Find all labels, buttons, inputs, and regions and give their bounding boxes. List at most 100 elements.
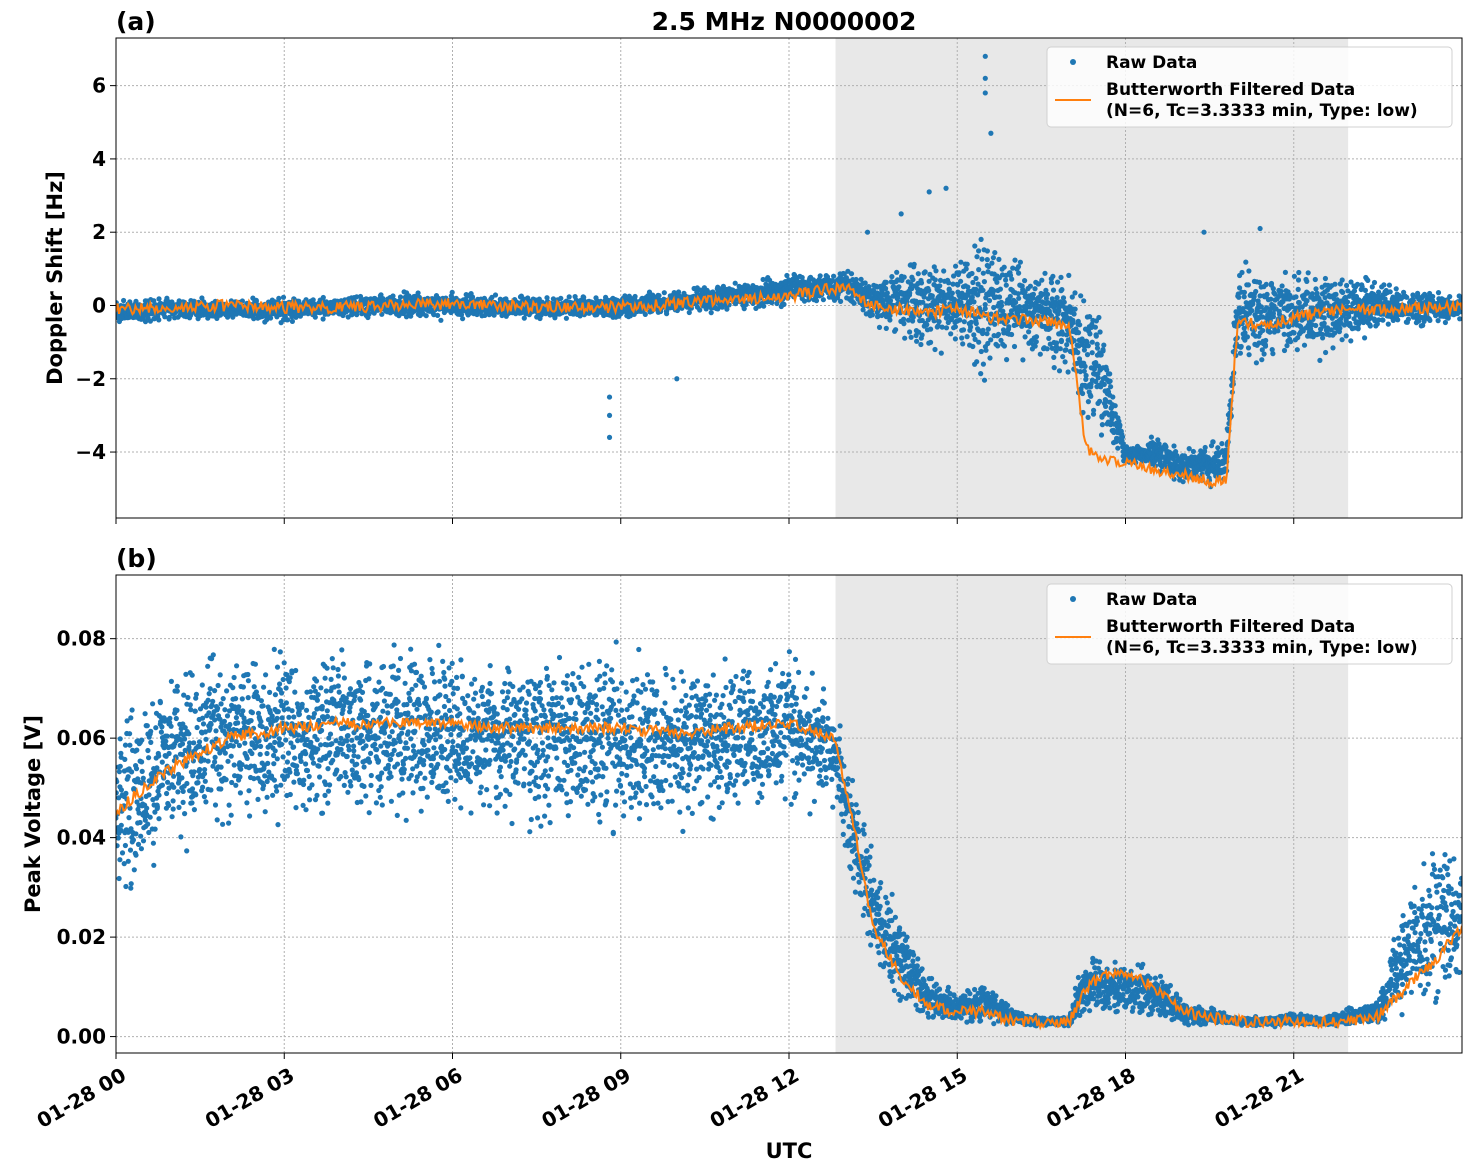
raw-data-point	[978, 371, 984, 377]
raw-data-point	[1101, 342, 1107, 348]
raw-data-point	[1348, 338, 1354, 344]
raw-data-point	[1051, 354, 1057, 360]
raw-data-point	[915, 271, 921, 277]
raw-data-point	[774, 300, 780, 307]
raw-data-point	[1071, 311, 1077, 317]
raw-data-point	[1077, 322, 1083, 328]
raw-data-point	[875, 313, 881, 319]
raw-data-point	[986, 298, 993, 304]
raw-data-point	[1009, 331, 1015, 338]
raw-data-point	[928, 339, 934, 345]
raw-data-point	[1080, 390, 1086, 397]
raw-data-point	[1305, 270, 1311, 276]
raw-data-point	[964, 334, 970, 340]
raw-data-point	[162, 314, 168, 320]
raw-data-point	[990, 255, 997, 261]
raw-data-point	[1312, 276, 1318, 283]
raw-data-point	[1219, 441, 1225, 447]
raw-data-point	[958, 259, 964, 265]
raw-data-point	[1340, 289, 1346, 295]
raw-data-point	[981, 279, 988, 285]
raw-data-point	[1376, 289, 1382, 295]
raw-data-point	[320, 316, 326, 322]
raw-data-point	[661, 290, 667, 296]
raw-data-point	[1039, 277, 1045, 283]
raw-data-point	[1055, 279, 1061, 285]
raw-data-point	[1070, 320, 1076, 326]
raw-data-point	[720, 283, 727, 289]
raw-data-point	[1313, 286, 1319, 292]
raw-data-point	[883, 285, 889, 292]
raw-data-point	[851, 300, 857, 306]
raw-data-point	[968, 319, 974, 325]
raw-data-point	[1097, 398, 1103, 404]
raw-data-point	[1281, 347, 1288, 354]
raw-data-point	[1250, 301, 1256, 307]
raw-data-point	[268, 315, 274, 321]
raw-data-point	[1386, 282, 1392, 288]
raw-data-point	[948, 331, 954, 337]
raw-data-point	[1268, 296, 1274, 302]
raw-data-point	[980, 327, 986, 333]
raw-data-point	[732, 280, 738, 286]
raw-data-point	[960, 341, 966, 347]
raw-data-point	[1088, 384, 1094, 390]
raw-data-point	[976, 248, 982, 254]
raw-data-point	[919, 332, 925, 338]
raw-data-point	[953, 263, 959, 269]
raw-data-point	[862, 280, 868, 286]
raw-data-point	[296, 298, 302, 304]
raw-data-point	[354, 294, 360, 300]
raw-data-point	[1317, 357, 1323, 363]
raw-data-point	[941, 268, 947, 274]
raw-data-point	[686, 309, 692, 316]
raw-data-point	[1246, 352, 1252, 358]
raw-data-point	[1072, 290, 1078, 296]
raw-data-point	[1085, 414, 1091, 420]
raw-data-point	[1276, 308, 1282, 314]
figure-title: 2.5 MHz N0000002	[652, 7, 917, 36]
raw-data-point	[781, 301, 787, 307]
raw-data-point	[1323, 349, 1329, 356]
raw-data-point	[1367, 323, 1373, 329]
raw-data-point	[956, 270, 962, 276]
raw-data-point	[1060, 295, 1067, 301]
raw-data-point	[869, 312, 876, 318]
raw-data-point	[544, 295, 550, 301]
raw-data-point	[992, 250, 998, 256]
raw-data-point	[982, 306, 988, 312]
raw-data-point	[979, 256, 985, 262]
raw-data-point	[1007, 293, 1013, 300]
raw-data-point	[1030, 291, 1036, 297]
raw-data-point	[952, 324, 959, 330]
raw-data-point	[1003, 277, 1009, 283]
raw-data-point	[870, 287, 877, 293]
raw-data-point	[918, 341, 924, 348]
raw-data-point	[901, 274, 907, 280]
raw-data-point	[1001, 343, 1008, 349]
raw-data-point	[950, 281, 956, 287]
raw-data-point	[1355, 326, 1361, 332]
raw-data-point	[1148, 434, 1154, 440]
raw-data-point	[1063, 347, 1069, 353]
raw-data-point	[191, 298, 197, 304]
raw-data-point	[390, 293, 396, 299]
raw-data-point	[566, 294, 572, 300]
raw-data-point	[971, 299, 977, 305]
raw-data-point	[926, 287, 932, 294]
raw-data-point	[963, 266, 969, 272]
raw-data-point	[280, 294, 287, 300]
raw-data-point	[1171, 443, 1177, 449]
raw-data-point	[869, 308, 875, 314]
raw-data-point	[853, 276, 859, 283]
raw-data-point	[1344, 282, 1350, 289]
raw-data-point	[1100, 348, 1106, 354]
raw-data-point	[632, 293, 638, 300]
raw-data-point	[858, 276, 864, 282]
raw-data-point	[741, 306, 747, 312]
raw-data-point	[1244, 334, 1250, 340]
raw-data-point	[970, 279, 976, 286]
raw-data-point	[916, 329, 922, 335]
raw-data-point	[1253, 360, 1259, 366]
raw-data-point	[354, 312, 360, 318]
